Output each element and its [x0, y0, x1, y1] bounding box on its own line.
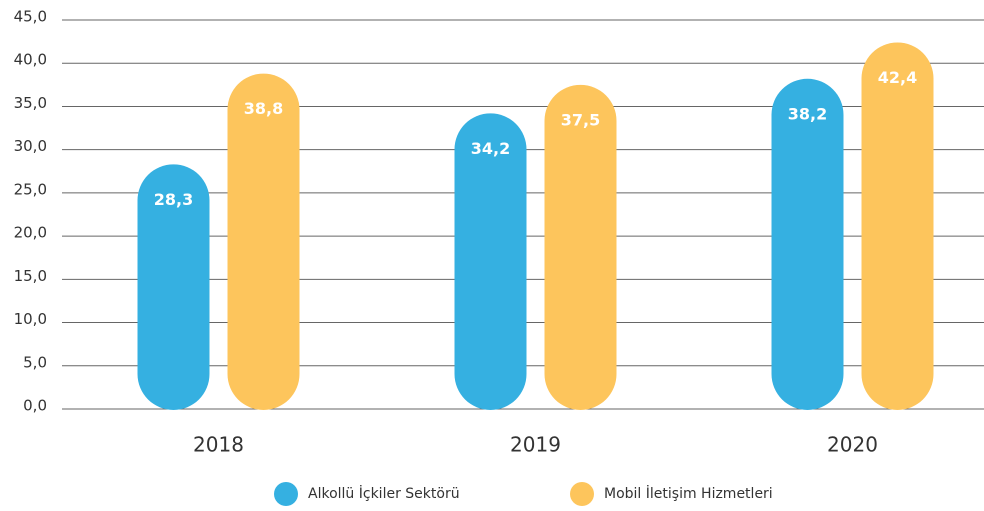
value-label: 38,2: [788, 104, 827, 123]
y-tick-label: 30,0: [14, 137, 47, 155]
value-label: 37,5: [561, 110, 600, 129]
legend-label: Mobil İletişim Hizmetleri: [604, 484, 773, 502]
x-tick-label: 2020: [827, 433, 878, 457]
y-tick-label: 35,0: [14, 94, 47, 112]
bar: [544, 84, 617, 410]
y-tick-label: 5,0: [23, 353, 47, 371]
value-label: 42,4: [878, 68, 917, 87]
legend-label: Alkollü İçkiler Sektörü: [308, 484, 460, 502]
y-tick-label: 45,0: [14, 8, 47, 26]
bar: [227, 73, 300, 411]
bar: [137, 164, 210, 410]
y-tick-label: 15,0: [14, 267, 47, 285]
bar: [861, 42, 934, 410]
value-label: 34,2: [471, 139, 510, 158]
y-tick-label: 20,0: [14, 224, 47, 242]
y-tick-label: 10,0: [14, 310, 47, 328]
legend-swatch: [274, 482, 298, 506]
bar: [771, 78, 844, 410]
value-label: 38,8: [244, 99, 283, 118]
y-tick-label: 0,0: [23, 397, 47, 415]
x-tick-label: 2018: [193, 433, 244, 457]
bar: [454, 113, 527, 411]
y-tick-label: 40,0: [14, 51, 47, 69]
y-tick-label: 25,0: [14, 180, 47, 198]
legend-swatch: [570, 482, 594, 506]
x-tick-label: 2019: [510, 433, 561, 457]
value-label: 28,3: [154, 190, 193, 209]
